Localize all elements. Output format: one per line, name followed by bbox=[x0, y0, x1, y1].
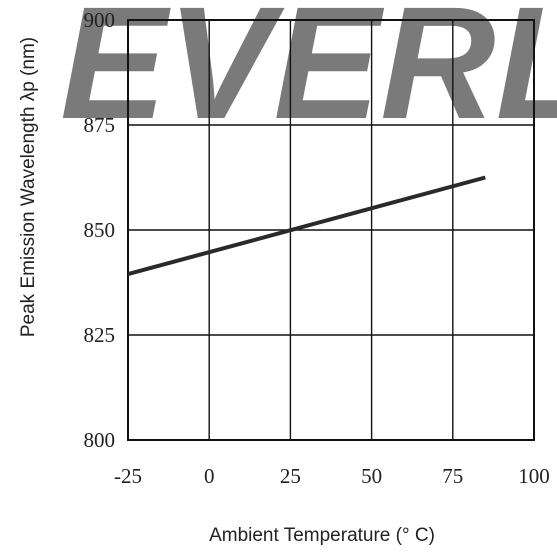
y-tick-label: 800 bbox=[84, 428, 116, 452]
x-tick-label: 75 bbox=[442, 464, 463, 488]
plot-frame bbox=[127, 19, 535, 441]
series-line bbox=[127, 175, 486, 277]
x-tick-label: 0 bbox=[204, 464, 215, 488]
y-tick-label: 850 bbox=[84, 218, 116, 242]
x-tick-label: 25 bbox=[280, 464, 301, 488]
y-tick-label: 900 bbox=[84, 8, 116, 32]
grid bbox=[128, 20, 534, 440]
watermark: EVERLIGHT bbox=[60, 0, 557, 152]
plot-border bbox=[127, 19, 535, 441]
y-axis-title: Peak Emission Wavelength λp (nm) bbox=[18, 37, 39, 337]
y-tick-label: 825 bbox=[84, 323, 116, 347]
x-tick-labels: -25 0 25 50 75 100 bbox=[114, 464, 550, 488]
x-axis-title: Ambient Temperature (° C) bbox=[209, 525, 435, 546]
x-tick-label: 100 bbox=[518, 464, 550, 488]
watermark-text: EVERLIGHT bbox=[60, 0, 557, 152]
y-tick-label: 875 bbox=[84, 113, 116, 137]
x-tick-label: 50 bbox=[361, 464, 382, 488]
y-tick-labels: 800 825 850 875 900 bbox=[84, 8, 116, 452]
x-tick-label: -25 bbox=[114, 464, 142, 488]
series-layer bbox=[127, 175, 486, 277]
